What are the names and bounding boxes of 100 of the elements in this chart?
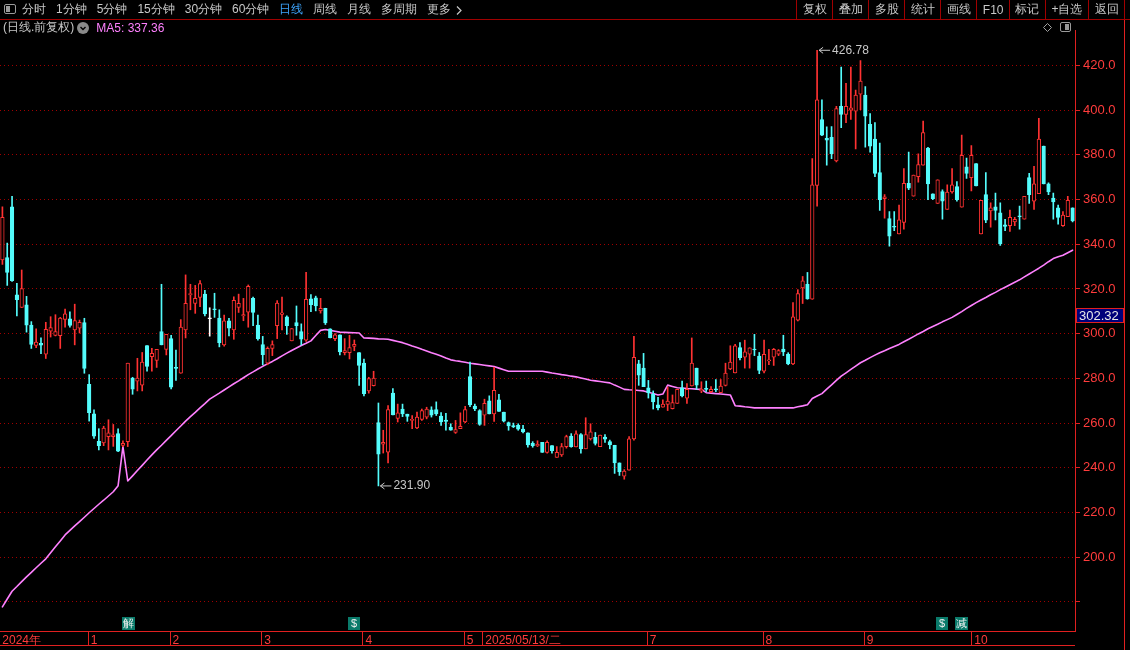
x-tick-label: 5 (466, 632, 474, 647)
candlestick (559, 443, 564, 457)
candlestick (1046, 182, 1051, 195)
candlestick (675, 389, 680, 404)
candlestick (829, 126, 834, 159)
candlestick (14, 283, 19, 317)
candlestick (583, 417, 588, 450)
candlestick (294, 305, 299, 336)
candlestick (858, 60, 863, 111)
candlestick (593, 432, 598, 446)
candlestick (998, 202, 1003, 246)
candlestick (183, 274, 188, 339)
candlestick (164, 334, 169, 356)
text: 复权 (796, 0, 833, 19)
text: 分时 (22, 1, 46, 18)
candlestick (912, 174, 915, 197)
candlestick (1017, 205, 1022, 230)
x-tick-label: 2024年 (2, 632, 42, 647)
candlestick (318, 298, 323, 314)
x-tick-label: 3 (264, 632, 272, 647)
chart-title: (日线.前复权) (3, 19, 75, 36)
annotation: 426.78 (832, 42, 870, 57)
candlestick (930, 193, 935, 200)
candlestick (694, 367, 699, 390)
candlestick (834, 106, 839, 163)
candlestick (323, 307, 328, 325)
candlestick (670, 394, 675, 410)
candlestick (241, 298, 246, 322)
candlestick (940, 189, 945, 220)
text: 15分钟 (137, 1, 175, 18)
candlestick (800, 276, 805, 304)
text: 叠加 (832, 0, 869, 19)
candlestick (270, 340, 275, 356)
candlestick (564, 434, 569, 449)
text: 5分钟 (96, 1, 128, 18)
candlestick (1070, 207, 1075, 223)
y-tick-label: 220.0 (1083, 504, 1116, 520)
text: 标记 (1008, 0, 1045, 19)
text: 统计 (904, 0, 941, 19)
candlestick (53, 314, 58, 337)
candlestick (24, 296, 29, 333)
candlestick (617, 462, 622, 476)
y-tick-label: 260.0 (1083, 414, 1116, 430)
y-tick-label: 380.0 (1083, 146, 1116, 162)
candlestick (993, 192, 998, 221)
candlestick (776, 349, 781, 356)
x-tick-label: 4 (365, 632, 373, 647)
candlestick (77, 319, 82, 334)
candlestick (376, 402, 381, 487)
candlestick (805, 272, 810, 300)
candlestick (212, 292, 217, 318)
candlestick (511, 422, 516, 428)
y-tick-label: 320.0 (1083, 280, 1116, 296)
candlestick (458, 412, 463, 430)
candlestick (48, 316, 53, 338)
candlestick (882, 194, 887, 219)
annotation: 减 (955, 617, 968, 630)
candlestick (400, 403, 405, 417)
candlestick (747, 347, 752, 369)
candlestick (964, 157, 969, 179)
text: 1分钟 (56, 1, 87, 18)
candlestick (405, 413, 410, 422)
candlestick (371, 370, 376, 387)
candlestick (554, 446, 559, 458)
candlestick (482, 398, 487, 426)
text: MA5: 337.36 (96, 20, 165, 35)
candlestick (342, 338, 347, 356)
x-tick-label: 1 (90, 632, 98, 647)
candlestick (424, 406, 429, 420)
text: 30分钟 (184, 1, 223, 18)
x-tick-label: 2025/05/13/二 (485, 632, 561, 647)
candlestick (936, 179, 939, 204)
candlestick (429, 406, 434, 418)
candlestick (154, 349, 159, 368)
x-tick-label: 7 (649, 632, 657, 647)
candlestick (892, 211, 897, 231)
candlestick (824, 126, 829, 166)
candlestick (328, 328, 333, 339)
candlestick (723, 362, 728, 387)
candlestick (1022, 195, 1027, 220)
candlestick (906, 151, 911, 191)
candlestick (443, 412, 449, 431)
candlestick (260, 336, 265, 366)
candlestick (453, 420, 458, 434)
candlestick (395, 403, 400, 423)
x-tick-label: 10 (974, 632, 988, 647)
candlestick (1027, 173, 1032, 204)
annotation: 解 (122, 617, 135, 630)
x-tick-label: 9 (866, 632, 874, 647)
candlestick (665, 386, 670, 411)
candlestick (843, 83, 849, 123)
text: 更多 (427, 1, 452, 18)
text: 多周期 (381, 1, 418, 18)
annotation: $ (936, 617, 948, 630)
text: 302.32 (1076, 308, 1124, 323)
y-tick-label: 240.0 (1083, 459, 1116, 475)
candlestick (279, 296, 285, 331)
y-tick-label: 360.0 (1083, 191, 1116, 207)
candlestick (352, 339, 357, 352)
text: 周线 (313, 1, 338, 18)
